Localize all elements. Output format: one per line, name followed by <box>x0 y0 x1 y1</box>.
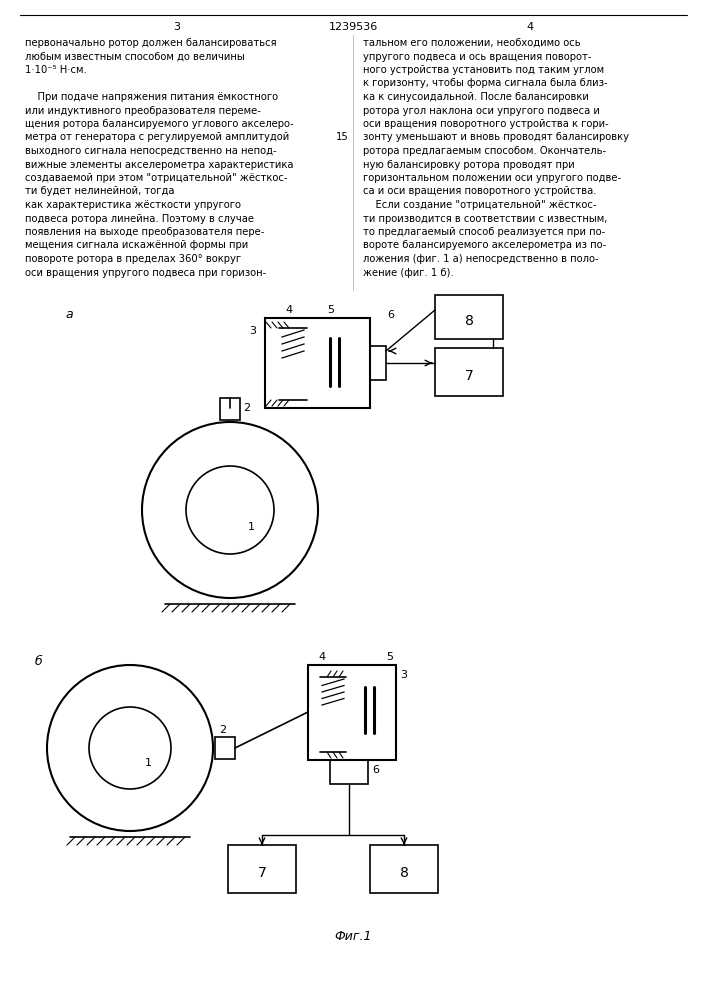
Text: 5: 5 <box>327 305 334 315</box>
Text: 8: 8 <box>399 866 409 880</box>
Bar <box>308 665 396 760</box>
Text: или индуктивного преобразователя переме-: или индуктивного преобразователя переме- <box>25 105 261 115</box>
Text: 7: 7 <box>257 866 267 880</box>
Bar <box>265 318 370 408</box>
Text: метра от генератора с регулируемой амплитудой: метра от генератора с регулируемой ампли… <box>25 132 289 142</box>
Text: выходного сигнала непосредственно на непод-: выходного сигнала непосредственно на неп… <box>25 146 276 156</box>
Text: первоначально ротор должен балансироваться: первоначально ротор должен балансировать… <box>25 38 276 48</box>
Text: мещения сигнала искажённой формы при: мещения сигнала искажённой формы при <box>25 240 248 250</box>
Text: 5: 5 <box>386 652 393 662</box>
Text: вороте балансируемого акселерометра из по-: вороте балансируемого акселерометра из п… <box>363 240 606 250</box>
Text: как характеристика жёсткости упругого: как характеристика жёсткости упругого <box>25 200 241 210</box>
Text: жение (фиг. 1 б).: жение (фиг. 1 б). <box>363 267 454 277</box>
Text: ную балансировку ротора проводят при: ную балансировку ротора проводят при <box>363 159 575 169</box>
Text: оси вращения упругого подвеса при горизон-: оси вращения упругого подвеса при горизо… <box>25 267 267 277</box>
Bar <box>330 760 368 784</box>
Text: 7: 7 <box>464 369 474 383</box>
Text: 1·10⁻⁵ Н·см.: 1·10⁻⁵ Н·см. <box>25 65 87 75</box>
Text: 4: 4 <box>527 22 534 32</box>
Text: 3: 3 <box>400 670 407 680</box>
Text: оси вращения поворотного устройства к гори-: оси вращения поворотного устройства к го… <box>363 119 609 129</box>
Text: ти производится в соответствии с известным,: ти производится в соответствии с известн… <box>363 214 607 224</box>
Bar <box>435 295 503 339</box>
Text: создаваемой при этом "отрицательной" жёсткос-: создаваемой при этом "отрицательной" жёс… <box>25 173 288 183</box>
Text: 1: 1 <box>145 758 152 768</box>
Text: 15: 15 <box>336 132 349 142</box>
Bar <box>220 398 240 420</box>
Text: 1: 1 <box>248 522 255 532</box>
Text: Если создание "отрицательной" жёсткос-: Если создание "отрицательной" жёсткос- <box>363 200 597 210</box>
Text: а: а <box>65 308 73 321</box>
Text: 6: 6 <box>372 765 379 775</box>
Text: 8: 8 <box>464 314 474 328</box>
Text: подвеса ротора линейна. Поэтому в случае: подвеса ротора линейна. Поэтому в случае <box>25 214 254 224</box>
Text: к горизонту, чтобы форма сигнала была близ-: к горизонту, чтобы форма сигнала была бл… <box>363 79 607 89</box>
Text: щения ротора балансируемого углового акселеро-: щения ротора балансируемого углового акс… <box>25 119 293 129</box>
Text: появления на выходе преобразователя пере-: появления на выходе преобразователя пере… <box>25 227 264 237</box>
Text: При подаче напряжения питания ёмкостного: При подаче напряжения питания ёмкостного <box>25 92 278 102</box>
Text: любым известным способом до величины: любым известным способом до величины <box>25 51 245 62</box>
Text: ротора угол наклона оси упругого подвеса и: ротора угол наклона оси упругого подвеса… <box>363 105 600 115</box>
Text: са и оси вращения поворотного устройства.: са и оси вращения поворотного устройства… <box>363 186 597 196</box>
Text: 4: 4 <box>285 305 292 315</box>
Text: 2: 2 <box>243 403 250 413</box>
Text: 3: 3 <box>249 326 256 336</box>
Text: 3: 3 <box>173 22 180 32</box>
Text: 6: 6 <box>387 310 394 320</box>
Text: 2: 2 <box>219 725 226 735</box>
Text: повороте ротора в пределах 360° вокруг: повороте ротора в пределах 360° вокруг <box>25 254 241 264</box>
Text: то предлагаемый способ реализуется при по-: то предлагаемый способ реализуется при п… <box>363 227 605 237</box>
Text: Фиг.1: Фиг.1 <box>334 930 372 943</box>
Text: ного устройства установить под таким углом: ного устройства установить под таким угл… <box>363 65 604 75</box>
Text: 4: 4 <box>318 652 325 662</box>
Text: ложения (фиг. 1 а) непосредственно в поло-: ложения (фиг. 1 а) непосредственно в пол… <box>363 254 599 264</box>
Text: ти будет нелинейной, тогда: ти будет нелинейной, тогда <box>25 186 175 196</box>
Text: ротора предлагаемым способом. Окончатель-: ротора предлагаемым способом. Окончатель… <box>363 146 606 156</box>
Text: зонту уменьшают и вновь проводят балансировку: зонту уменьшают и вновь проводят баланси… <box>363 132 629 142</box>
Text: б: б <box>35 655 42 668</box>
Text: вижные элементы акселерометра характеристика: вижные элементы акселерометра характерис… <box>25 159 293 169</box>
Text: ка к синусоидальной. После балансировки: ка к синусоидальной. После балансировки <box>363 92 589 102</box>
Bar <box>215 737 235 759</box>
Bar <box>370 845 438 893</box>
Bar <box>435 348 503 396</box>
Bar <box>370 346 386 380</box>
Text: горизонтальном положении оси упругого подве-: горизонтальном положении оси упругого по… <box>363 173 621 183</box>
Bar <box>228 845 296 893</box>
Text: упругого подвеса и ось вращения поворот-: упругого подвеса и ось вращения поворот- <box>363 51 592 62</box>
Text: 1239536: 1239536 <box>328 22 378 32</box>
Text: тальном его положении, необходимо ось: тальном его положении, необходимо ось <box>363 38 580 48</box>
